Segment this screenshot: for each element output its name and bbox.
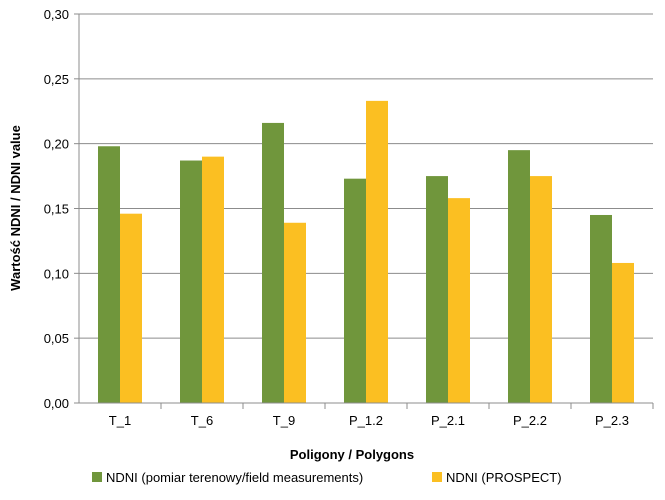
bar-field-P_1.2 [344,178,366,403]
axes [78,14,654,409]
y-tick-labels: 0,00 0,05 0,10 0,15 0,20 0,25 0,30 [44,7,69,411]
legend-label-prospect: NDNI (PROSPECT) [446,470,562,485]
y-tick-label: 0,25 [44,72,69,87]
bar-prospect-T_9 [284,222,306,403]
bars [98,100,634,404]
bar-prospect-T_1 [120,213,142,403]
bar-prospect-P_1.2 [366,100,388,404]
legend: NDNI (pomiar terenowy/field measurements… [92,470,562,485]
bar-field-P_2.3 [590,214,612,403]
bar-field-T_1 [98,146,120,403]
x-tick-label: T_6 [191,413,213,428]
bar-prospect-T_6 [202,156,224,403]
bar-field-T_9 [262,122,284,404]
x-tick-label: T_1 [109,413,131,428]
bar-field-T_6 [180,160,202,403]
bar-prospect-P_2.3 [612,262,634,403]
legend-swatch-field [92,472,102,482]
legend-swatch-prospect [432,472,442,482]
y-tick-label: 0,00 [44,396,69,411]
legend-label-field: NDNI (pomiar terenowy/field measurements… [106,470,363,485]
y-tick-label: 0,10 [44,266,69,281]
x-axis-title: Poligony / Polygons [290,447,414,462]
x-tick-labels: T_1 T_6 T_9 P_1.2 P_2.1 P_2.2 P_2.3 [109,413,629,428]
y-tick-label: 0,30 [44,7,69,22]
bar-field-P_2.1 [426,176,448,403]
y-tick-label: 0,20 [44,137,69,152]
bar-prospect-P_2.1 [448,198,470,403]
x-tick-label: P_2.1 [431,413,465,428]
bar-prospect-P_2.2 [530,176,552,403]
x-tick-label: P_2.3 [595,413,629,428]
x-tick-label: T_9 [273,413,295,428]
y-axis-title: Wartość NDNI / NDNI value [8,125,23,291]
x-tick-label: P_1.2 [349,413,383,428]
y-tick-label: 0,15 [44,202,69,217]
x-tick-label: P_2.2 [513,413,547,428]
y-tick-label: 0,05 [44,331,69,346]
bar-field-P_2.2 [508,150,530,403]
